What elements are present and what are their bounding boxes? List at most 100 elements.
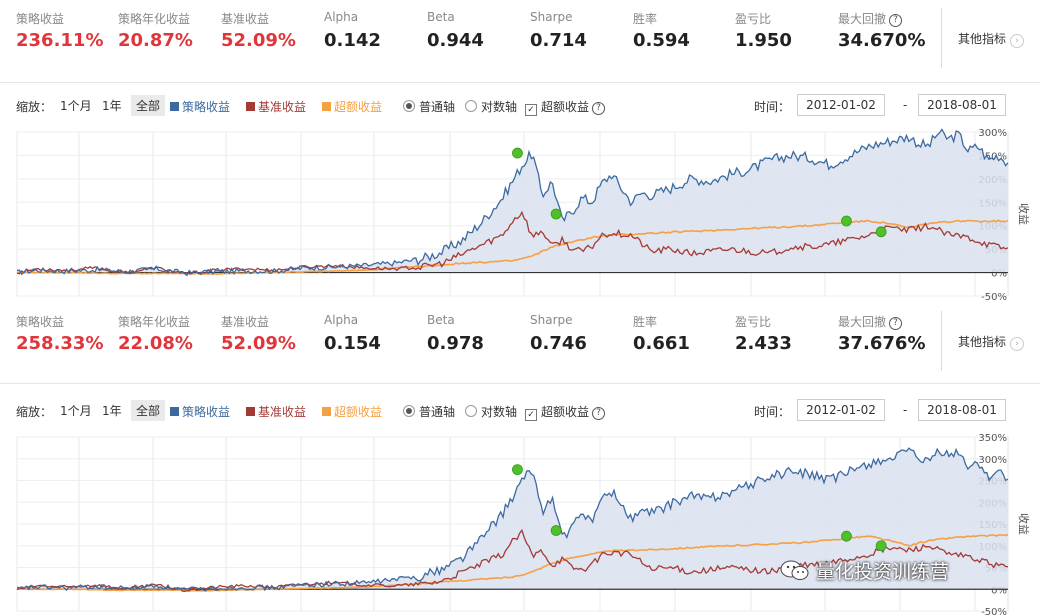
wechat-icon [780, 560, 810, 582]
stat-value: 22.08% [118, 333, 193, 354]
radio-icon [465, 100, 477, 112]
stat-label: 盈亏比 [735, 12, 772, 26]
excess-checkbox[interactable]: ✓ 超额收益? [525, 403, 606, 421]
zoom-all-button[interactable]: 全部 [131, 400, 166, 421]
other-metrics-button[interactable]: 其他指标 › [958, 333, 1025, 351]
help-icon[interactable]: ? [592, 407, 606, 420]
chart-toolbar: 缩放： 1个月 1年 全部 策略收益 基准收益 超额收益 普通轴 对数轴 ✓ 超额… [0, 398, 1040, 426]
stats-row: 策略收益 258.33% 策略年化收益 22.08% 基准收益 52.09% A… [0, 303, 1040, 383]
checkbox-icon: ✓ [525, 104, 537, 116]
end-date-input[interactable]: 2018-08-01 [918, 399, 1006, 421]
stat-value: 20.87% [118, 30, 193, 51]
strategy-area [17, 448, 1008, 591]
legend-benchmark[interactable]: 基准收益 [246, 403, 306, 420]
stat-label: 最大回撤 [838, 315, 887, 329]
zoom-1y-button[interactable]: 1年 [102, 99, 122, 113]
axis-normal-radio[interactable]: 普通轴 [403, 98, 455, 115]
date-separator: - [903, 403, 908, 417]
watermark-text: 量化投资训练营 [816, 561, 950, 583]
chevron-right-icon: › [1010, 34, 1025, 48]
legend-swatch [322, 407, 331, 416]
stat-label: 策略收益 [16, 315, 65, 329]
stat-value: 34.670% [838, 30, 926, 51]
help-icon[interactable]: ? [592, 102, 606, 115]
zoom-all-button[interactable]: 全部 [131, 95, 166, 116]
series-line-benchmark [16, 528, 1009, 593]
other-metrics-label: 其他指标 [958, 32, 1007, 46]
stat-value: 0.714 [530, 30, 587, 51]
axis-normal-radio[interactable]: 普通轴 [403, 403, 455, 420]
y-tick-label: 250% [978, 151, 1007, 162]
stat-label: Sharpe [530, 10, 573, 24]
y-tick-label: -50% [981, 292, 1007, 300]
series-line-benchmark [16, 210, 1009, 275]
stat-value: 52.09% [221, 30, 296, 51]
divider [941, 8, 942, 68]
legend-strategy[interactable]: 策略收益 [170, 98, 230, 115]
stat-value: 52.09% [221, 333, 296, 354]
drawdown-marker [550, 525, 562, 536]
drawdown-marker [875, 226, 887, 238]
axis-log-radio[interactable]: 对数轴 [465, 403, 517, 420]
y-axis-title: 收益 [1017, 203, 1031, 225]
y-tick-label: -50% [981, 607, 1007, 616]
zoom-label: 缩放： [16, 100, 53, 114]
radio-icon [403, 405, 415, 417]
legend-strategy[interactable]: 策略收益 [170, 403, 230, 420]
legend-swatch [246, 102, 255, 111]
drawdown-marker [550, 208, 562, 220]
divider [941, 311, 942, 371]
stat-value: 236.11% [16, 30, 104, 51]
drawdown-marker [512, 147, 523, 159]
stat-label: 基准收益 [221, 315, 270, 329]
start-date-input[interactable]: 2012-01-02 [797, 399, 885, 421]
radio-icon [465, 405, 477, 417]
help-icon[interactable]: ? [889, 317, 903, 330]
stat-value: 0.978 [427, 333, 484, 354]
legend-excess[interactable]: 超额收益 [322, 403, 382, 420]
stat-label: 胜率 [633, 315, 658, 329]
time-label: 时间： [754, 405, 791, 419]
zoom-1m-button[interactable]: 1个月 [60, 99, 92, 113]
y-axis-title: 收益 [1017, 513, 1031, 535]
legend-swatch [170, 102, 179, 111]
end-date-input[interactable]: 2018-08-01 [918, 94, 1006, 116]
y-tick-label: 300% [978, 128, 1007, 139]
excess-checkbox[interactable]: ✓ 超额收益? [525, 98, 606, 116]
backtest-panel-1: 策略收益 236.11% 策略年化收益 20.87% 基准收益 52.09% A… [0, 0, 1040, 300]
stat-label: 基准收益 [221, 12, 270, 26]
zoom-1m-button[interactable]: 1个月 [60, 404, 92, 418]
chart-2: 350%300%250%200%150%100%50%0%-50%收益 [0, 433, 1040, 616]
drawdown-marker [841, 215, 852, 227]
date-separator: - [903, 98, 908, 112]
legend-excess[interactable]: 超额收益 [322, 98, 382, 115]
zoom-label: 缩放： [16, 405, 53, 419]
radio-icon [403, 100, 415, 112]
series-line-strategy [16, 128, 1009, 277]
stat-label: Alpha [324, 313, 359, 327]
legend-swatch [246, 407, 255, 416]
start-date-input[interactable]: 2012-01-02 [797, 94, 885, 116]
legend-benchmark[interactable]: 基准收益 [246, 98, 306, 115]
divider [0, 82, 1040, 83]
stat-label: 策略收益 [16, 12, 65, 26]
stat-label: 策略年化收益 [118, 315, 191, 329]
stat-value: 0.944 [427, 30, 484, 51]
returns-chart: 300%250%200%150%100%50%0%-50%收益 [16, 128, 1031, 300]
other-metrics-button[interactable]: 其他指标 › [958, 30, 1025, 48]
zoom-1y-button[interactable]: 1年 [102, 404, 122, 418]
help-icon[interactable]: ? [889, 14, 903, 27]
stat-label: 策略年化收益 [118, 12, 191, 26]
stat-label: Beta [427, 10, 455, 24]
stat-value: 0.661 [633, 333, 690, 354]
stat-label: Beta [427, 313, 455, 327]
stat-value: 1.950 [735, 30, 792, 51]
stat-label: Alpha [324, 10, 359, 24]
stat-value: 37.676% [838, 333, 926, 354]
stat-label: Sharpe [530, 313, 573, 327]
axis-log-radio[interactable]: 对数轴 [465, 98, 517, 115]
stat-value: 0.154 [324, 333, 381, 354]
y-tick-label: 350% [978, 433, 1007, 444]
legend-swatch [322, 102, 331, 111]
stats-row: 策略收益 236.11% 策略年化收益 20.87% 基准收益 52.09% A… [0, 0, 1040, 80]
